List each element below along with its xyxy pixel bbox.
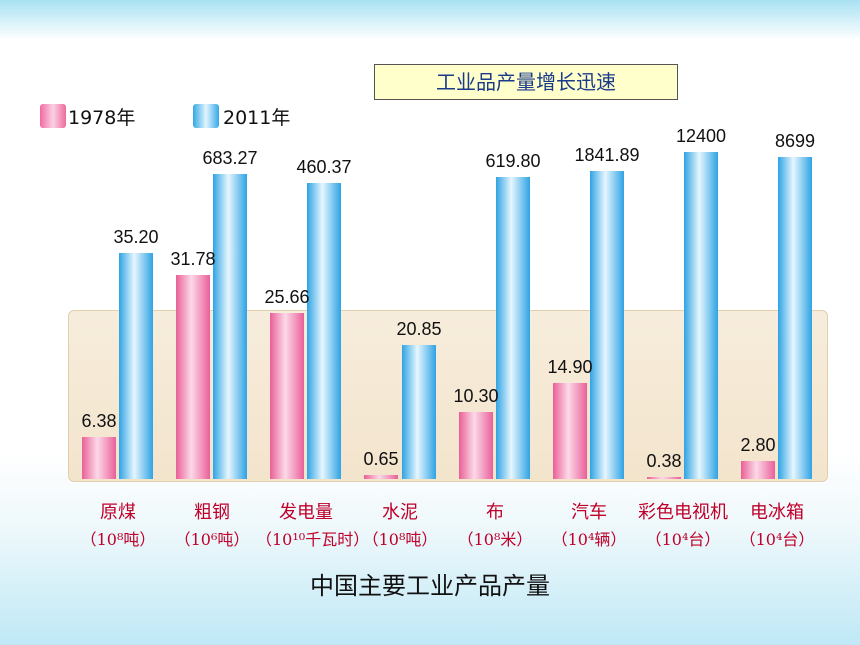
data-label-2011-5: 1841.89 xyxy=(574,145,639,165)
data-label-1978-3: 0.65 xyxy=(363,449,398,469)
bar-1978-0 xyxy=(82,437,116,479)
legend-item-1978: 1978年 xyxy=(40,104,136,129)
data-label-2011-0: 35.20 xyxy=(113,227,158,247)
category-unit-6: （10⁴台） xyxy=(645,530,721,549)
bar-2011-7 xyxy=(778,157,812,479)
category-unit-5: （10⁴辆） xyxy=(551,530,627,549)
bar-2011-0 xyxy=(119,253,153,479)
category-label-3: 水泥 xyxy=(382,502,418,523)
data-label-2011-6: 12400 xyxy=(676,126,726,146)
data-label-2011-7: 8699 xyxy=(775,131,815,151)
bar-1978-4 xyxy=(459,412,493,479)
data-label-1978-1: 31.78 xyxy=(170,249,215,269)
bar-1978-2 xyxy=(270,313,304,479)
category-unit-4: （10⁸米） xyxy=(457,530,533,549)
bar-1978-5 xyxy=(553,383,587,479)
category-unit-1: （10⁶吨） xyxy=(174,530,250,549)
bar-1978-1 xyxy=(176,275,210,479)
data-label-2011-1: 683.27 xyxy=(202,148,257,168)
category-unit-0: （10⁸吨） xyxy=(80,530,156,549)
chart-title-box: 工业品产量增长迅速 xyxy=(374,64,678,100)
data-label-2011-2: 460.37 xyxy=(296,157,351,177)
legend-label-2011: 2011年 xyxy=(223,106,291,129)
legend-swatch-2011 xyxy=(193,104,219,128)
chart-caption: 中国主要工业产品产量 xyxy=(310,572,550,600)
data-label-1978-5: 14.90 xyxy=(547,357,592,377)
data-label-1978-2: 25.66 xyxy=(264,287,309,307)
category-label-7: 电冰箱 xyxy=(750,502,804,523)
bar-2011-1 xyxy=(213,174,247,479)
data-label-1978-6: 0.38 xyxy=(646,451,681,471)
top-decoration-band xyxy=(0,0,860,40)
category-unit-2: （10¹⁰千瓦时） xyxy=(256,530,370,549)
bar-1978-7 xyxy=(741,461,775,479)
category-label-0: 原煤 xyxy=(100,502,136,523)
bar-2011-2 xyxy=(307,183,341,479)
legend-swatch-1978 xyxy=(40,104,66,128)
data-label-1978-4: 10.30 xyxy=(453,386,498,406)
data-label-2011-3: 20.85 xyxy=(396,319,441,339)
data-label-1978-7: 2.80 xyxy=(740,435,775,455)
bar-2011-4 xyxy=(496,177,530,479)
bar-1978-6 xyxy=(647,477,681,479)
legend-label-1978: 1978年 xyxy=(68,106,136,129)
category-label-5: 汽车 xyxy=(571,502,607,523)
data-label-2011-4: 619.80 xyxy=(485,151,540,171)
bar-2011-5 xyxy=(590,171,624,479)
category-unit-3: （10⁸吨） xyxy=(362,530,438,549)
category-unit-7: （10⁴台） xyxy=(739,530,815,549)
bar-2011-3 xyxy=(402,345,436,479)
bar-2011-6 xyxy=(684,152,718,479)
data-label-1978-0: 6.38 xyxy=(81,411,116,431)
bar-1978-3 xyxy=(364,475,398,479)
category-label-6: 彩色电视机 xyxy=(638,502,728,523)
category-label-2: 发电量 xyxy=(279,502,333,523)
category-label-4: 布 xyxy=(486,502,504,523)
legend-item-2011: 2011年 xyxy=(193,104,291,129)
category-label-1: 粗钢 xyxy=(194,502,230,523)
